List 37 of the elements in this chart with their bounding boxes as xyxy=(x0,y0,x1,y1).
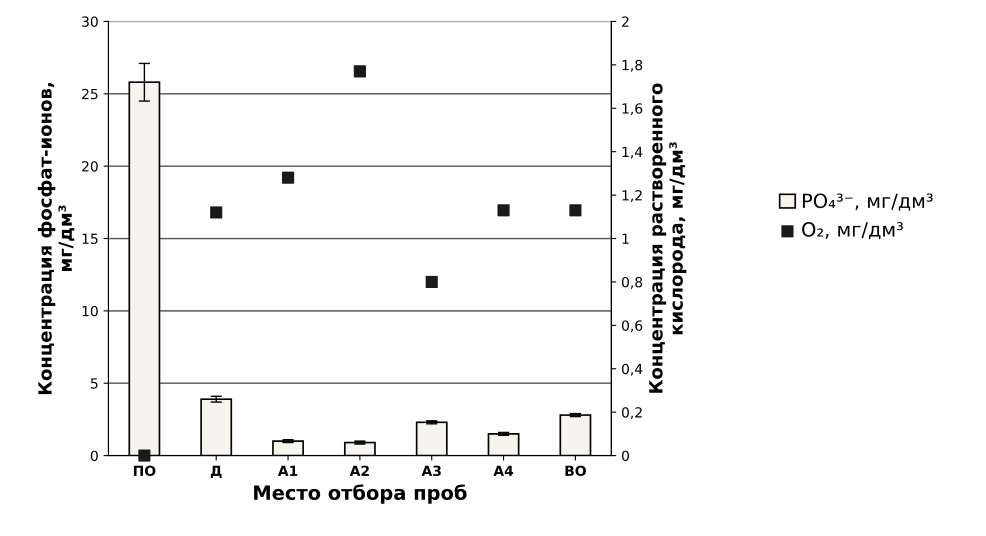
x-tick-label: А4 xyxy=(493,466,514,476)
y2-tick-label: 0,6 xyxy=(622,320,642,332)
x-tick-label: ПО xyxy=(134,466,156,476)
y2-tick-label: 1,6 xyxy=(622,103,642,116)
y-tick-label: 30 xyxy=(82,16,98,27)
point xyxy=(497,204,510,216)
y-tick-label: 20 xyxy=(82,161,98,172)
y-axis-title: Концентрация фосфат-ионов, мг/дм³ xyxy=(38,83,74,394)
y2-tick-label: 0,8 xyxy=(622,276,642,289)
y2-tick-label: 0 xyxy=(622,450,629,462)
x-tick-label: ВО xyxy=(565,466,586,476)
y2-tick-label: 1,4 xyxy=(622,146,642,159)
point xyxy=(210,206,222,219)
point xyxy=(426,276,438,288)
y2-tick-label: 2 xyxy=(622,16,628,27)
y2-axis-title: Концентрация растворенного кислорода, мг/дм³ xyxy=(649,83,686,393)
y2-tick-label: 1,2 xyxy=(622,190,642,202)
x-axis-title: Место отбора проб xyxy=(254,484,467,504)
x-tick-label: А2 xyxy=(350,466,369,476)
x-tick-label: А1 xyxy=(278,466,298,476)
legend-label: O₂, мг/дм³ xyxy=(802,222,903,240)
y-tick-label: 0 xyxy=(90,450,98,462)
x-tick-label: А3 xyxy=(422,466,441,476)
x-tick-label: Д xyxy=(210,466,222,478)
y2-tick-label: 1 xyxy=(622,234,629,244)
y2-tick-label: 0,2 xyxy=(622,407,642,420)
y-tick-label: 10 xyxy=(82,306,98,316)
legend-label: PO₄³⁻, мг/дм³ xyxy=(802,193,933,211)
y-tick-label: 15 xyxy=(82,234,98,244)
point xyxy=(282,172,294,184)
point xyxy=(569,204,582,216)
point xyxy=(354,65,366,78)
y-tick-label: 25 xyxy=(82,88,98,100)
y2-tick-label: 1,8 xyxy=(622,60,642,72)
y2-tick-label: 0,4 xyxy=(622,364,642,376)
point xyxy=(138,450,150,462)
y-tick-label: 5 xyxy=(90,378,98,389)
